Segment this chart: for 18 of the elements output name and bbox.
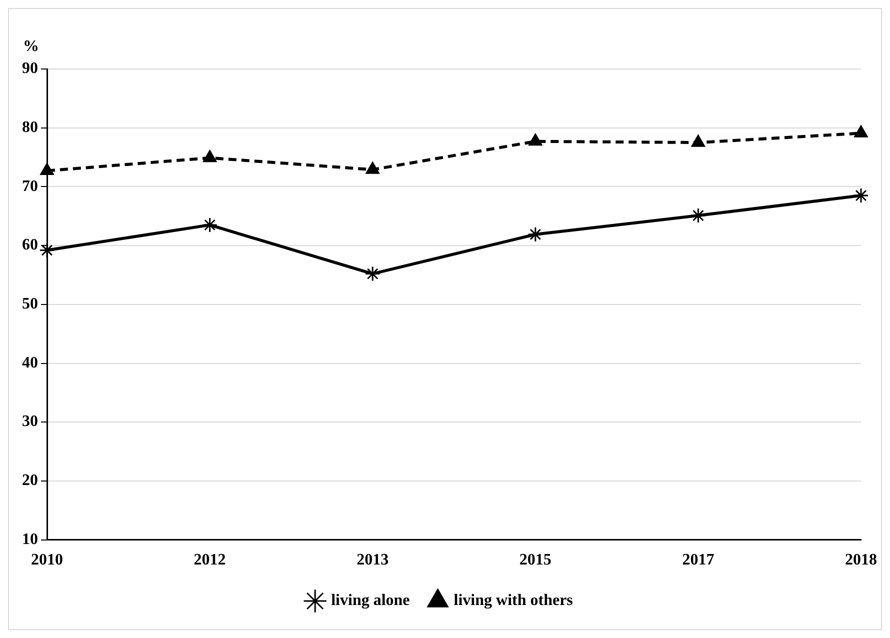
y-tick-label: 50 [22, 296, 38, 313]
y-tick-label: 60 [22, 236, 38, 254]
x-tick-label: 2017 [682, 552, 714, 569]
legend-label: living alone [331, 592, 410, 610]
y-tick-label: 10 [22, 530, 38, 548]
x-tick-label: 2018 [845, 552, 877, 569]
y-tick-label: 80 [22, 118, 38, 136]
y-tick-label: 90 [22, 60, 38, 78]
y-axis-title: % [23, 38, 39, 56]
y-tick-label: 30 [22, 413, 38, 430]
x-tick-label: 2012 [194, 552, 226, 569]
y-tick-label: 40 [22, 354, 38, 372]
y-tick-label: 70 [22, 178, 38, 195]
x-tick-label: 2015 [519, 552, 552, 569]
x-tick-label: 2010 [31, 552, 63, 569]
y-tick-label: 20 [22, 472, 38, 490]
legend-label: living with others [454, 592, 573, 610]
x-tick-label: 2013 [356, 552, 389, 569]
